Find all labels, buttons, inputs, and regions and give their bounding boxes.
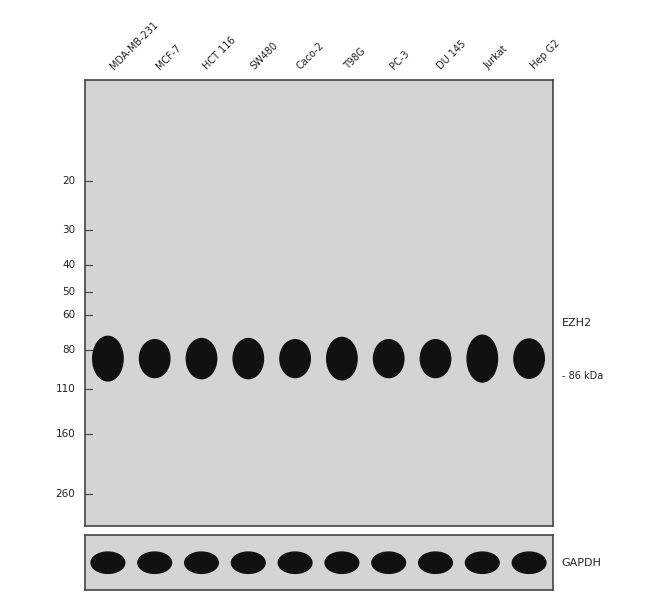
- Text: DU 145: DU 145: [436, 38, 468, 71]
- Text: EZH2: EZH2: [562, 318, 592, 328]
- Text: 80: 80: [62, 345, 75, 355]
- Text: 30: 30: [62, 225, 75, 235]
- Text: Hep G2: Hep G2: [529, 38, 562, 71]
- Text: 260: 260: [55, 488, 75, 499]
- Text: PC-3: PC-3: [389, 48, 411, 71]
- Text: SW480: SW480: [248, 40, 280, 71]
- Text: GAPDH: GAPDH: [562, 558, 602, 568]
- Ellipse shape: [140, 339, 170, 378]
- Ellipse shape: [467, 335, 497, 382]
- Ellipse shape: [278, 552, 312, 573]
- Ellipse shape: [185, 552, 218, 573]
- Text: 50: 50: [62, 287, 75, 298]
- Text: 40: 40: [62, 260, 75, 270]
- Ellipse shape: [419, 552, 452, 573]
- Text: - 86 kDa: - 86 kDa: [562, 371, 603, 381]
- Text: MCF-7: MCF-7: [155, 42, 183, 71]
- Ellipse shape: [512, 552, 546, 573]
- Ellipse shape: [233, 339, 263, 379]
- Ellipse shape: [91, 552, 125, 573]
- Text: MDA-MB-231: MDA-MB-231: [108, 19, 160, 71]
- Ellipse shape: [421, 339, 450, 378]
- Ellipse shape: [327, 338, 357, 380]
- Text: T98G: T98G: [342, 46, 367, 71]
- Text: Jurkat: Jurkat: [482, 44, 510, 71]
- Ellipse shape: [187, 339, 216, 379]
- Ellipse shape: [280, 339, 310, 378]
- Text: HCT 116: HCT 116: [202, 34, 238, 71]
- Ellipse shape: [138, 552, 172, 573]
- Ellipse shape: [325, 552, 359, 573]
- Ellipse shape: [374, 339, 404, 378]
- Text: 160: 160: [55, 429, 75, 439]
- Text: 20: 20: [62, 176, 75, 186]
- Ellipse shape: [465, 552, 499, 573]
- Ellipse shape: [231, 552, 265, 573]
- Text: 110: 110: [55, 384, 75, 394]
- Ellipse shape: [372, 552, 406, 573]
- Ellipse shape: [93, 336, 123, 381]
- Text: 60: 60: [62, 310, 75, 320]
- Ellipse shape: [514, 339, 544, 378]
- Text: Caco-2: Caco-2: [295, 40, 326, 71]
